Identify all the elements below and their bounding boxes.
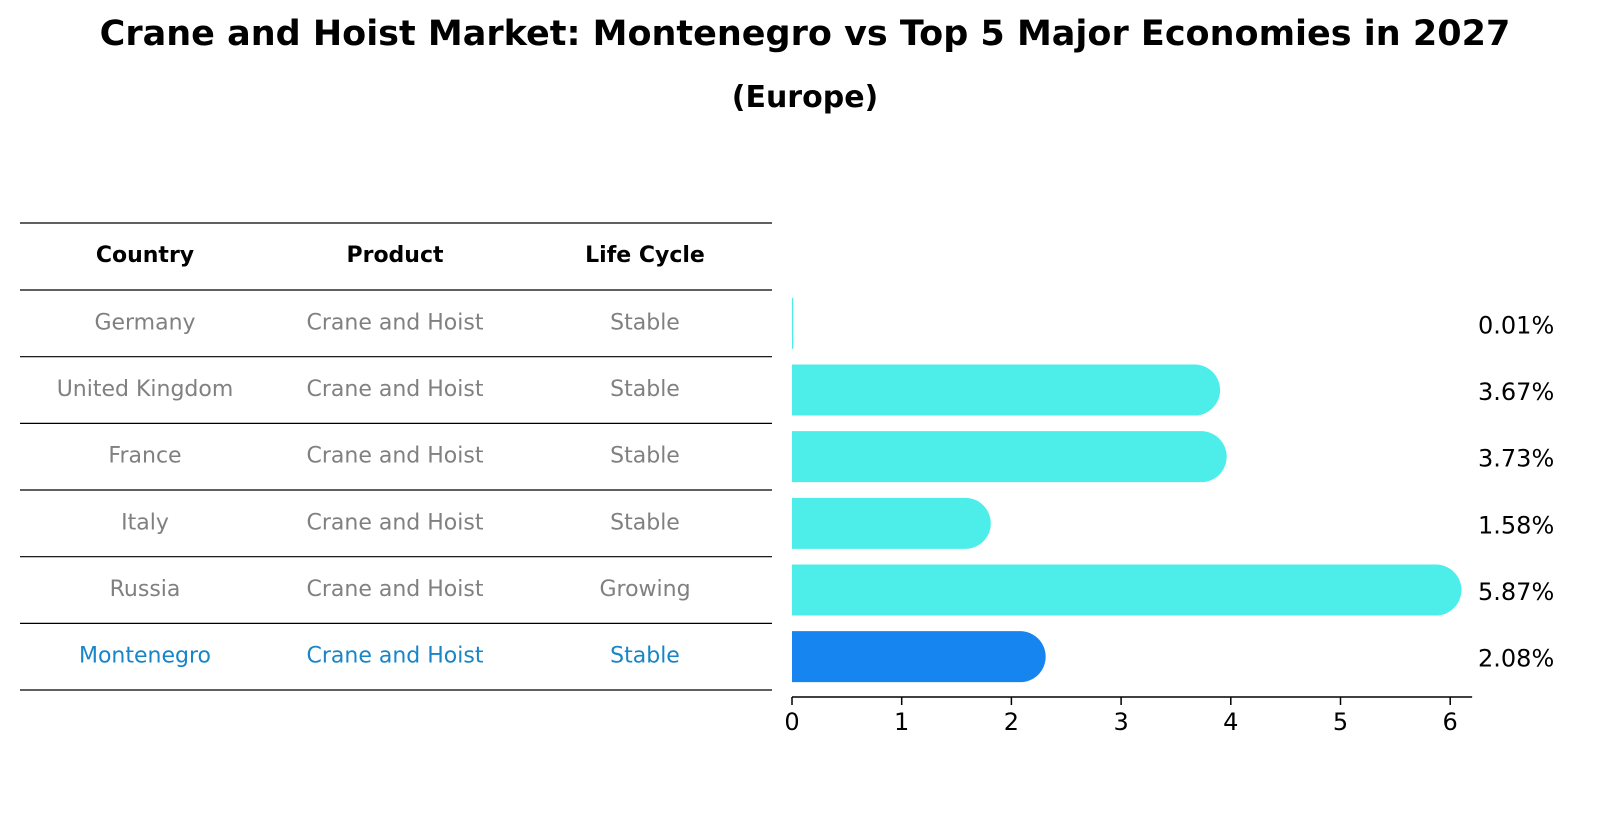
life-cycle-header: Life Cycle [585,243,705,268]
x-tick-label: 1 [894,708,909,736]
row-life-cycle-cell: Growing [599,577,690,602]
x-tick-label: 0 [784,708,799,736]
bar [792,297,794,349]
row-life-cycle-cell: Stable [610,310,680,335]
x-tick-label: 4 [1223,708,1238,736]
row-country-cell: Russia [110,577,181,602]
bar [792,497,991,549]
row-life-cycle-cell: Stable [610,510,680,535]
row-country-cell: France [108,444,181,469]
bar-value-label: 2.08% [1478,645,1554,673]
bar [792,564,1462,616]
row-product-cell: Crane and Hoist [307,444,484,469]
bar [792,631,1046,683]
row-product-cell: Crane and Hoist [307,377,484,402]
row-country-cell: United Kingdom [57,377,234,402]
bar-value-label: 3.67% [1478,378,1554,406]
bar-value-label: 5.87% [1478,578,1554,606]
country-header: Country [96,243,194,268]
bar-value-label: 3.73% [1478,445,1554,473]
row-country-cell: Italy [121,510,169,535]
x-tick-label: 6 [1443,708,1458,736]
x-tick-label: 3 [1113,708,1128,736]
row-product-cell: Crane and Hoist [307,310,484,335]
bar-value-label: 0.01% [1478,311,1554,339]
product-header: Product [346,243,444,268]
row-product-cell: Crane and Hoist [307,510,484,535]
row-life-cycle-cell: Stable [610,644,680,669]
row-life-cycle-cell: Stable [610,377,680,402]
x-tick-label: 2 [1004,708,1019,736]
chart-subtitle: (Europe) [731,80,879,115]
row-product-cell: Crane and Hoist [307,577,484,602]
x-tick-label: 5 [1333,708,1348,736]
row-life-cycle-cell: Stable [610,444,680,469]
bar [792,431,1227,483]
bar [792,364,1221,416]
bar-value-label: 1.58% [1478,511,1554,539]
row-country-cell: Montenegro [79,644,211,669]
chart-title: Crane and Hoist Market: Montenegro vs To… [99,14,1511,54]
row-country-cell: Germany [94,310,195,335]
row-product-cell: Crane and Hoist [307,644,484,669]
